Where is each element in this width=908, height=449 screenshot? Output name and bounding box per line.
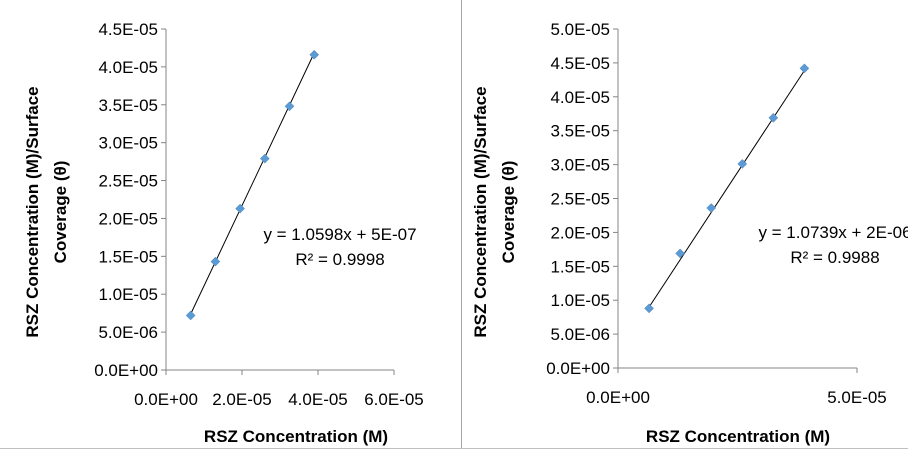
data-point — [259, 153, 270, 164]
y-tick-label: 3.5E-05 — [550, 122, 610, 141]
y-axis-title-line1: RSZ Concentration (M)/Surface — [23, 86, 42, 337]
y-tick-label: 1.0E-05 — [550, 291, 610, 310]
y-tick-label: 2.5E-05 — [98, 172, 158, 191]
y-tick-label: 5.0E-06 — [98, 323, 158, 342]
data-point — [737, 159, 748, 169]
x-axis-title: RSZ Concentration (M) — [646, 427, 830, 446]
x-tick-label: 0.0E+00 — [134, 390, 198, 409]
trendline-equation: y = 1.0598x + 5E-07 — [263, 225, 416, 244]
y-tick-label: 1.5E-05 — [550, 257, 610, 276]
chart-left-plot: 0.0E+00 5.0E-06 1.0E-05 1.5E-05 2.0E-05 2.5E-… — [23, 20, 424, 446]
y-tick-label: 2.0E-05 — [550, 223, 610, 242]
chart-right: 0.0E+00 5.0E-06 1.0E-05 1.5E-05 2.0E-05 2.5E-… — [462, 0, 908, 449]
y-tick-label: 1.0E-05 — [98, 285, 158, 304]
x-tick-label: 0.0E+00 — [586, 388, 650, 407]
data-point — [309, 49, 320, 60]
chart-left: 0.0E+00 5.0E-06 1.0E-05 1.5E-05 2.0E-05 2.5E-… — [23, 20, 424, 446]
y-tick-label: 3.5E-05 — [98, 96, 158, 115]
data-point — [644, 303, 654, 314]
data-point — [185, 310, 196, 321]
data-point — [284, 101, 295, 112]
data-point — [210, 256, 221, 267]
x-tick-label: 5.0E-05 — [827, 388, 887, 407]
trendline-equation: y = 1.0739x + 2E-06 — [758, 223, 908, 242]
chart-right-plot: 0.0E+00 5.0E-06 1.0E-05 1.5E-05 2.0E-05 2.5E-… — [471, 20, 908, 446]
y-tick-label: 5.0E-05 — [550, 20, 610, 39]
x-tick-label: 2.0E-05 — [212, 390, 272, 409]
y-tick-label: 3.0E-05 — [550, 156, 610, 175]
data-point — [706, 203, 717, 213]
x-tick-label: 6.0E-05 — [364, 390, 424, 409]
x-axis-title: RSZ Concentration (M) — [204, 427, 388, 446]
y-axis-title-line2: Coverage (θ) — [499, 161, 518, 264]
chart-divider — [461, 0, 462, 449]
r-squared-label: R² = 0.9988 — [790, 248, 879, 267]
y-axis-title-line1: RSZ Concentration (M)/Surface — [471, 86, 490, 337]
x-tick-label: 4.0E-05 — [288, 390, 348, 409]
trendline — [190, 52, 315, 315]
data-point — [235, 203, 245, 214]
trendline — [648, 70, 805, 308]
y-tick-label: 4.0E-05 — [550, 88, 610, 107]
y-tick-label: 2.0E-05 — [98, 209, 158, 228]
y-tick-label: 0.0E+00 — [546, 359, 610, 378]
y-tick-label: 4.5E-05 — [98, 20, 158, 39]
y-tick-label: 3.0E-05 — [98, 134, 158, 153]
y-tick-label: 1.5E-05 — [98, 247, 158, 266]
y-tick-label: 4.0E-05 — [98, 58, 158, 77]
r-squared-label: R² = 0.9998 — [295, 250, 384, 269]
data-point — [768, 112, 779, 123]
data-point — [799, 63, 810, 74]
y-tick-label: 4.5E-05 — [550, 54, 610, 73]
y-axis-title-line2: Coverage (θ) — [51, 161, 70, 264]
data-point — [675, 248, 685, 259]
y-tick-label: 2.5E-05 — [550, 190, 610, 209]
y-tick-label: 0.0E+00 — [94, 361, 158, 380]
y-tick-label: 5.0E-06 — [550, 325, 610, 344]
